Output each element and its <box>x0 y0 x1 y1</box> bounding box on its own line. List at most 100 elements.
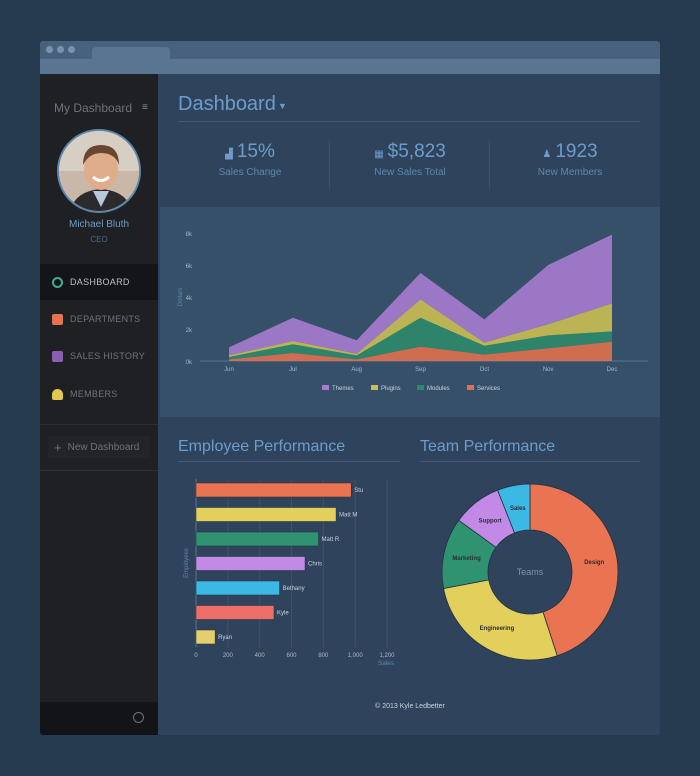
slice-label: Sales <box>510 506 526 512</box>
team-donut-chart: Design Engineering Marketing Support Sales Te… <box>441 483 619 661</box>
slice-sales <box>497 483 531 534</box>
legend-swatch <box>467 385 474 390</box>
sidebar-footer <box>40 702 158 735</box>
sales-history-icon <box>52 350 63 362</box>
bar-matt-r <box>195 531 319 547</box>
nav-item-members[interactable]: MEMBERS <box>40 376 158 412</box>
nav-item-dashboard[interactable]: DASHBOARD <box>40 264 158 300</box>
members-icon <box>52 388 63 400</box>
y-tick-label: 0k <box>186 360 193 366</box>
sales-area-chart: 0k 2k 4k 6k 8k Jun Jul Aug Sep Oct Nov Dec Dollars Th… <box>178 232 648 392</box>
user-role: CEO <box>90 235 108 244</box>
x-tick-label: Jul <box>289 367 297 373</box>
stat-label: New Sales Total <box>374 167 446 178</box>
power-icon[interactable] <box>133 712 144 723</box>
sidebar: My Dashboard ≡ Michael Bluth CEO DASHBOA… <box>40 74 158 735</box>
divider <box>178 121 640 122</box>
divider <box>178 461 400 462</box>
legend-swatch <box>371 385 378 390</box>
bar-ryan <box>195 629 216 645</box>
y-tick-label: 6k <box>186 264 193 270</box>
new-dashboard-label: New Dashboard <box>67 441 140 453</box>
plus-icon: + <box>54 439 62 455</box>
chart-icon: ▟ <box>225 149 233 160</box>
slice-label: Design <box>584 560 604 566</box>
divider <box>40 470 158 471</box>
y-tick-label: 8k <box>186 232 193 238</box>
money-icon: ▦ <box>374 149 384 160</box>
area-plugins <box>229 299 612 357</box>
employee-performance-title: Employee Performance <box>178 438 346 455</box>
new-dashboard-button[interactable]: + New Dashboard <box>48 436 150 458</box>
user-name: Michael Bluth <box>68 219 130 230</box>
x-tick-label: 200 <box>223 653 234 659</box>
sales-area-chart-panel: 0k 2k 4k 6k 8k Jun Jul Aug Sep Oct Nov Dec Dollars Th… <box>160 207 660 417</box>
bar-kyle <box>195 605 275 620</box>
dashboard-icon <box>52 276 63 288</box>
employee-bar-chart: 0 200 400 600 800 1,000 1,200 Stu Matt M Matt R Ch… <box>184 479 395 667</box>
legend-label: Plugins <box>381 386 401 392</box>
stat-value: 1923 <box>555 141 598 162</box>
x-tick-label: 0 <box>194 653 198 659</box>
divider <box>489 141 490 189</box>
x-tick-label: 400 <box>255 653 266 659</box>
divider <box>420 461 640 462</box>
browser-window: My Dashboard ≡ Michael Bluth CEO DASHBOA… <box>40 41 660 735</box>
x-tick-label: Jun <box>224 367 234 373</box>
caret-down-icon[interactable]: ▼ <box>278 101 287 111</box>
legend-label: Services <box>477 386 500 392</box>
stat-value: $5,823 <box>387 141 446 162</box>
window-maximize-dot[interactable] <box>68 46 75 53</box>
stat-value: 15% <box>236 141 275 162</box>
stat-label: Sales Change <box>218 167 282 178</box>
bar-label: Matt M <box>339 513 357 519</box>
bar-stu <box>195 482 352 498</box>
bar-matt-m <box>195 507 337 522</box>
stat-label: New Members <box>537 167 603 178</box>
bar-label: Ryan <box>218 635 232 641</box>
bar-bethany <box>195 580 280 596</box>
window-close-dot[interactable] <box>46 46 53 53</box>
legend-label: Modules <box>427 386 450 392</box>
window-minimize-dot[interactable] <box>57 46 64 53</box>
divider <box>40 424 158 425</box>
slice-label: Support <box>479 519 502 525</box>
x-tick-label: Nov <box>543 367 554 373</box>
bar-label: Stu <box>354 488 363 494</box>
legend-swatch <box>322 385 329 390</box>
nav-item-sales-history[interactable]: SALES HISTORY <box>40 338 158 374</box>
stat-new-sales-total: ▦ $5,823 New Sales Total <box>330 141 490 178</box>
y-tick-label: 4k <box>186 296 193 302</box>
avatar <box>57 129 141 213</box>
x-axis-label: Sales <box>378 660 395 667</box>
slice-label: Engineering <box>480 626 515 632</box>
y-tick-label: 2k <box>186 328 193 334</box>
y-axis-label: Employees <box>184 548 190 578</box>
slice-design <box>529 483 619 657</box>
tab-strip <box>40 59 660 74</box>
page-title[interactable]: Dashboard <box>178 93 276 115</box>
nav-label: DEPARTMENTS <box>70 314 141 324</box>
area-services <box>229 341 612 361</box>
nav-label: DASHBOARD <box>70 277 130 287</box>
area-themes <box>229 234 612 356</box>
bar-chris <box>195 556 306 571</box>
donut-center-label: Teams <box>517 567 544 577</box>
menu-icon[interactable]: ≡ <box>142 102 148 113</box>
bar-label: Kyle <box>277 611 289 617</box>
legend-label: Themes <box>332 386 354 392</box>
stat-sales-change: ▟ 15% Sales Change <box>170 141 330 178</box>
copyright: © 2013 Kyle Ledbetter <box>375 703 445 710</box>
x-tick-label: 1,200 <box>379 653 395 659</box>
area-modules <box>229 317 612 360</box>
slice-label: Marketing <box>452 556 481 562</box>
x-tick-label: Aug <box>351 367 362 373</box>
divider <box>329 141 330 189</box>
team-performance-title: Team Performance <box>420 438 556 455</box>
nav-label: MEMBERS <box>70 389 118 399</box>
browser-tab[interactable] <box>92 47 170 61</box>
nav-item-departments[interactable]: DEPARTMENTS <box>40 301 158 337</box>
x-tick-label: Sep <box>415 367 426 373</box>
slice-engineering <box>443 579 558 661</box>
x-tick-label: 1,000 <box>348 653 364 659</box>
